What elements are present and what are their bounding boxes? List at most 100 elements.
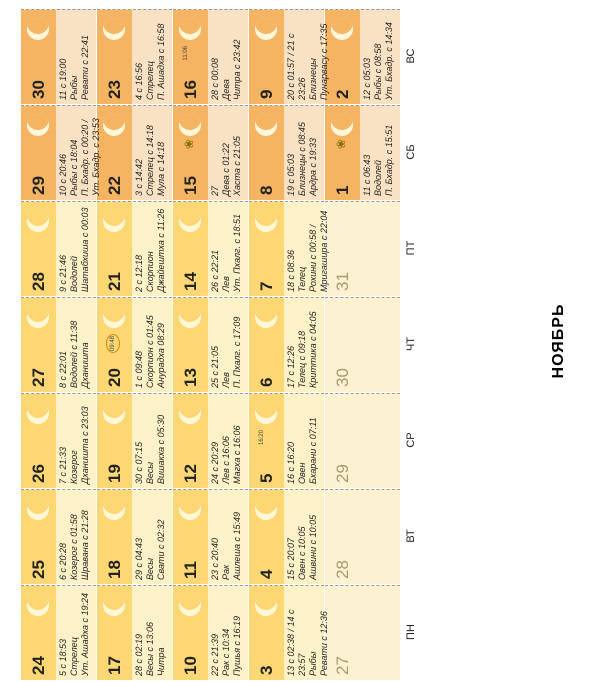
day-cell[interactable]: 5 16:20 16 с 16:20 Овен Бхарани с 07:11: [249, 393, 324, 488]
day-number: 1: [333, 185, 352, 195]
day-cell[interactable]: 21 2 с 12:18 Скорпион Джайештха с 11:26: [97, 201, 172, 296]
day-number: 11: [181, 561, 200, 579]
day-number: 27: [29, 368, 48, 387]
moon-phase-icon: [103, 210, 125, 232]
lotus-icon: ❀: [182, 139, 196, 150]
day-number: 30: [29, 80, 48, 99]
day-info: 29 с 04:43 Весы Свати с 02:32: [134, 519, 166, 580]
day-cell[interactable]: 18 29 с 04:43 Весы Свати с 02:32: [97, 489, 172, 584]
day-info: 18 с 08:36 Телец Рохини с 00:58 / Мригаш…: [286, 210, 329, 292]
day-cell[interactable]: 10 22 с 21:39 Рак с 10:34 Пушья с 16:19: [173, 585, 248, 680]
day-cell[interactable]: 28 9 с 21:46 Водолей Шатабхиша с 00:03: [21, 201, 96, 296]
moon-phase-icon: [27, 114, 49, 136]
day-cell[interactable]: 27 8 с 22:01 Водолей с 11:38 Дханишта: [21, 297, 96, 392]
day-number: 30: [333, 368, 352, 387]
day-cell[interactable]: 16 11:06 28 с 00:08 Дева Читра с 23:42: [173, 9, 248, 104]
moon-phase-icon: [103, 594, 125, 616]
weekday-label: ВС: [405, 48, 417, 64]
day-number: 31: [333, 272, 352, 291]
weekday-label: СР: [405, 432, 417, 448]
day-cell[interactable]: 20 09:48 1 с 09:48 Скорпион с 01:45 Анурад…: [97, 297, 172, 392]
day-info: 20 с 01:57 / 21 с 23:26 Близнецы Пунарва…: [286, 23, 329, 100]
month-title: НОЯБРЬ: [550, 303, 567, 379]
day-number: 19: [105, 464, 124, 483]
day-info: 7 с 21:33 Козерог Дханишта с 23:03: [58, 406, 90, 484]
day-info: 3 с 14:42 Стрелец с 14:18 Мула с 14:18: [134, 125, 166, 196]
day-number: 24: [29, 656, 48, 675]
day-info: 23 с 20:40 Рак Ашлеша с 15:49: [210, 511, 242, 580]
moon-phase-icon: [255, 498, 277, 520]
day-cell[interactable]: 9 20 с 01:57 / 21 с 23:26 Близнецы Пунарв…: [249, 9, 329, 104]
day-cell[interactable]: 29: [325, 393, 400, 488]
day-cell[interactable]: 25 6 с 20:28 Козерог с 01:58 Шравана с 21…: [21, 489, 96, 584]
day-number: 17: [105, 656, 124, 675]
day-cell[interactable]: 29 10 с 20:46 Рыбы с 18:04 П. Бхадр. с 00…: [21, 105, 101, 200]
moon-phase-icon: [103, 402, 125, 424]
day-info: 9 с 21:46 Водолей Шатабхиша с 00:03: [58, 207, 90, 292]
day-cell[interactable]: 4 15 с 20:07 Овен с 10:05 Ашвини с 10:05: [249, 489, 324, 584]
moon-phase-icon: [103, 114, 125, 136]
day-cell[interactable]: 2 12 с 05:03 Рыбы с 08:58 Ут. Бхадр. с 14…: [325, 9, 400, 104]
day-cell[interactable]: 23 4 с 16:56 Стрелец П. Ашадха с 16:58: [97, 9, 172, 104]
moon-phase-icon: [331, 114, 353, 136]
day-cell[interactable]: 31: [325, 201, 400, 296]
moon-phase-icon: [103, 498, 125, 520]
day-number: 28: [333, 560, 352, 579]
day-cell[interactable]: 12 24 с 20:29 Лев с 16:06 Магха с 16:06: [173, 393, 248, 488]
day-number: 25: [29, 560, 48, 579]
day-number: 8: [257, 185, 276, 195]
moon-phase-icon: [179, 210, 201, 232]
day-info: 1 с 09:48 Скорпион с 01:45 Анурадха 08:2…: [134, 315, 166, 388]
day-number: 3: [257, 665, 276, 675]
day-number: 29: [29, 176, 48, 195]
day-cell[interactable]: 7 18 с 08:36 Телец Рохини с 00:58 / Мрига…: [249, 201, 329, 296]
moon-phase-icon: [27, 498, 49, 520]
moon-phase-icon: [255, 18, 277, 40]
day-number: 21: [105, 272, 124, 291]
day-cell[interactable]: 17 28 с 02:19 Весы с 13:06 Читра: [97, 585, 172, 680]
day-number: 23: [105, 80, 124, 99]
day-cell[interactable]: 26 7 с 21:33 Козерог Дханишта с 23:03: [21, 393, 96, 488]
day-info: 8 с 22:01 Водолей с 11:38 Дханишта: [58, 320, 90, 388]
day-number: 4: [257, 569, 276, 579]
moon-phase-icon: [27, 402, 49, 424]
day-cell[interactable]: 22 3 с 14:42 Стрелец с 14:18 Мула с 14:18: [97, 105, 172, 200]
day-cell[interactable]: 8 19 с 05:03 Близнецы с 08:45 Ардра с 19:…: [249, 105, 324, 200]
day-cell[interactable]: 27: [325, 585, 400, 680]
moon-phase-icon: [179, 306, 201, 328]
moon-phase-icon: [255, 402, 277, 424]
day-cell[interactable]: 6 17 с 12:26 Телец с 09:18 Криттика с 04:…: [249, 297, 324, 392]
day-cell[interactable]: 11 23 с 20:40 Рак Ашлеша с 15:49: [173, 489, 248, 584]
weekday-label: СБ: [405, 144, 417, 160]
moon-phase-icon: [179, 18, 201, 40]
day-cell[interactable]: 30: [325, 297, 400, 392]
day-cell[interactable]: 30 11 с 19:00 Рыбы Ревати с 22:41: [21, 9, 96, 104]
moon-phase-icon: [103, 306, 125, 328]
moon-phase-icon: [179, 114, 201, 136]
day-info: 28 с 00:08 Дева Читра с 23:42: [210, 39, 242, 101]
day-number: 20: [105, 368, 124, 387]
day-cell[interactable]: 14 26 с 22:21 Лев Ут. Пхалг. с 18:51: [173, 201, 248, 296]
day-cell[interactable]: 13 25 с 21:05 Лев П. Пхалг. с 17:09: [173, 297, 248, 392]
moon-phase-icon: [179, 594, 201, 616]
day-info: 30 с 07:15 Весы Вишакха с 05:30: [134, 414, 166, 484]
moon-phase-icon: [103, 18, 125, 40]
time-badge: 11:06: [183, 46, 189, 61]
day-cell[interactable]: 3 13 с 02:38 / 14 с 23:57 Рыбы Ревати с 1…: [249, 585, 329, 680]
day-info: 25 с 21:05 Лев П. Пхалг. с 17:09: [210, 316, 242, 388]
day-info: 2 с 12:18 Скорпион Джайештха с 11:26: [134, 208, 166, 292]
day-cell[interactable]: 28: [325, 489, 400, 584]
day-info: 26 с 22:21 Лев Ут. Пхалг. с 18:51: [210, 213, 242, 292]
day-cell[interactable]: 15 ❀ 27 Дева с 01:22 Хаста с 21:05: [173, 105, 248, 200]
day-cell[interactable]: 24 5 с 18:53 Стрелец Ут. Ашадха с 19:24: [21, 585, 96, 680]
day-number: 16: [181, 80, 200, 99]
day-cell[interactable]: 19 30 с 07:15 Весы Вишакха с 05:30: [97, 393, 172, 488]
lotus-icon: ❀: [334, 139, 348, 150]
day-info: 27 Дева с 01:22 Хаста с 21:05: [210, 136, 242, 196]
day-number: 9: [257, 89, 276, 99]
day-number: 5: [257, 473, 276, 483]
weekday-label: ЧТ: [405, 336, 417, 352]
day-info: 22 с 21:39 Рак с 10:34 Пушья с 16:19: [210, 615, 242, 676]
day-cell[interactable]: 1 ❀ 11 с 06:43 Водолей П. Бхадр. с 15:51: [325, 105, 400, 200]
day-number: 27: [333, 656, 352, 675]
